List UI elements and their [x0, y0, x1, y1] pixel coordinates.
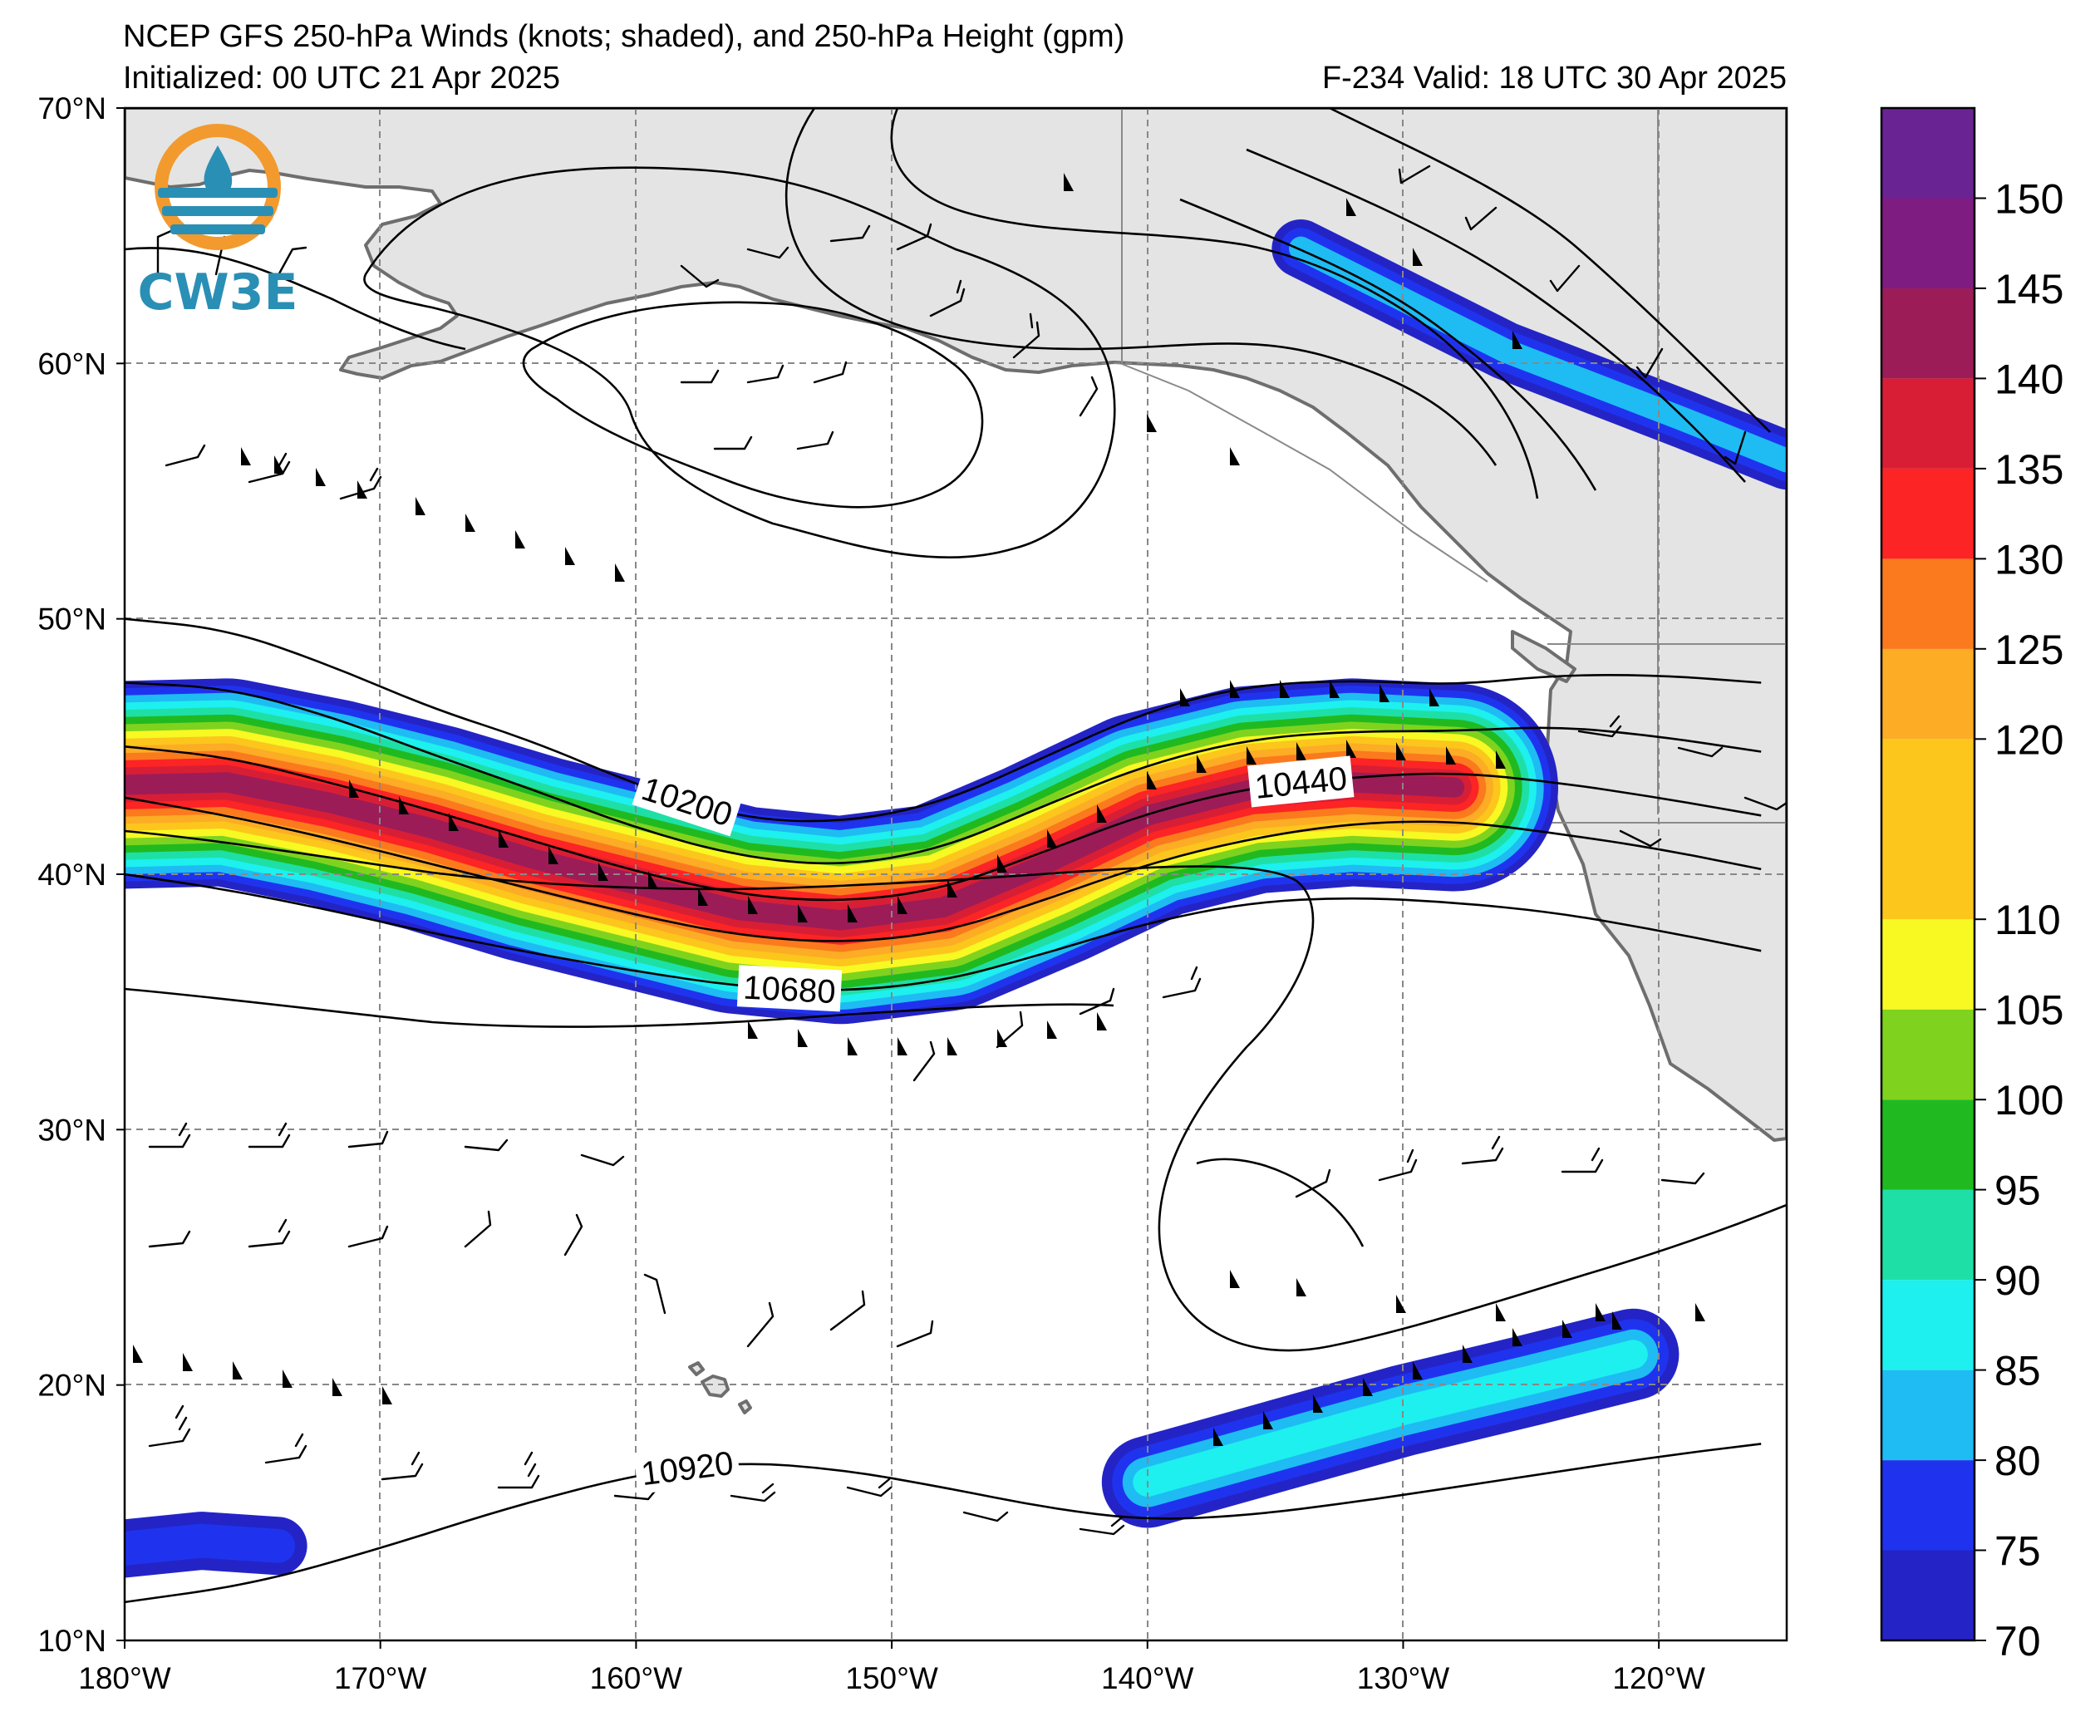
height-contour	[125, 873, 1762, 991]
colorbar-tick-label: 70	[1994, 1618, 2041, 1665]
colorbar-bin	[1881, 108, 1975, 199]
colorbar-bin	[1881, 1009, 1975, 1100]
colorbar-tick-label: 110	[1994, 897, 2061, 943]
wind-barbs	[148, 165, 1787, 1536]
colorbar-tick-label: 80	[1994, 1438, 2041, 1484]
closed-low-contour-inner	[522, 301, 984, 509]
colorbar-tick-label: 145	[1994, 266, 2063, 312]
lon-tick-label: 140°W	[1101, 1661, 1194, 1695]
colorbar-bin	[1881, 468, 1975, 559]
colorbar-tick-label: 130	[1994, 536, 2063, 583]
contour-label: 10920	[633, 1440, 741, 1494]
colorbar-tick-label: 90	[1994, 1257, 2041, 1304]
wind-speed-shading	[125, 219, 1787, 1578]
colorbar-bin	[1881, 739, 1975, 920]
contour-label: 10440	[1247, 755, 1355, 808]
subtropical-contour-b	[125, 987, 1114, 1028]
height-contour	[125, 617, 1762, 823]
colorbar-bin	[1881, 1099, 1975, 1190]
closed-low-contour-outer	[363, 166, 1116, 559]
colorbar-bin	[1881, 1460, 1975, 1551]
longitude-tick-labels: 180°W 170°W 160°W 150°W 140°W 130°W 120°W	[78, 1640, 1705, 1695]
alaska-ridge-contour	[784, 108, 1498, 466]
lat-tick-label: 30°N	[37, 1113, 106, 1147]
jet-height-contours	[125, 617, 1762, 1604]
contour-label-text: 10440	[1253, 760, 1349, 806]
colorbar-bin	[1881, 1550, 1975, 1640]
colorbar-bin	[1881, 648, 1975, 740]
colorbar-frame	[1880, 106, 1976, 1642]
hawaii-islands	[688, 1361, 752, 1414]
colorbar-tick-label: 75	[1994, 1528, 2041, 1575]
height-contour	[125, 796, 1762, 942]
map-plot-area: CW3E	[125, 108, 1787, 1640]
lat-tick-label: 10°N	[37, 1624, 106, 1658]
colorbar-tick-label: 95	[1994, 1168, 2041, 1214]
lon-tick-label: 180°W	[78, 1661, 171, 1695]
lat-tick-label: 50°N	[37, 602, 106, 637]
colorbar-tick-label: 140	[1994, 356, 2063, 402]
cw3e-logo: CW3E	[138, 124, 298, 322]
contour-label-box	[632, 765, 743, 837]
colorbar-tick-label: 125	[1994, 627, 2063, 673]
lon-tick-label: 150°W	[845, 1661, 938, 1695]
lat-lon-grid	[125, 108, 1787, 1640]
colorbar-tick-label: 150	[1994, 176, 2063, 223]
lon-tick-label: 130°W	[1357, 1661, 1450, 1695]
contour-label: 10680	[736, 965, 843, 1012]
land-masses	[125, 108, 1787, 1414]
contour-label-box	[633, 1440, 741, 1494]
colorbar-bin	[1881, 1280, 1975, 1370]
colorbar-bin	[1881, 919, 1975, 1010]
colorbar-tick-label: 105	[1994, 987, 2063, 1034]
bering-contour	[125, 247, 466, 351]
colorbar-bin	[1881, 198, 1975, 288]
canada-contour-3	[1179, 198, 1597, 491]
jet-speed-band	[125, 772, 1465, 931]
lat-tick-label: 60°N	[37, 347, 106, 381]
canada-contour-2	[1246, 148, 1746, 483]
colorbar-tick-label: 135	[1994, 446, 2063, 493]
map-title: NCEP GFS 250-hPa Winds (knots; shaded), …	[123, 19, 1124, 54]
colorbar-tick-label: 85	[1994, 1348, 2041, 1394]
vancouver-island	[1511, 630, 1576, 683]
logo-text: CW3E	[138, 263, 298, 322]
contour-label-box	[1247, 755, 1355, 808]
colorbar-tick-label: 100	[1994, 1077, 2063, 1124]
colorbar: 70 75 80 85 90 95 100 105 110 120 125 130 135 140 145 1…	[1880, 106, 2063, 1665]
colorbar-bin	[1881, 1189, 1975, 1281]
canada-contour-1	[1329, 108, 1771, 433]
lat-tick-label: 20°N	[37, 1369, 106, 1403]
latitude-tick-labels: 70°N 60°N 50°N 40°N 30°N 20°N 10°N	[37, 91, 125, 1658]
water-drop-icon	[204, 145, 233, 198]
height-contour	[125, 681, 1762, 865]
colorbar-bin	[1881, 378, 1975, 469]
colorbar-bin	[1881, 558, 1975, 649]
subtropical-contour-a	[125, 829, 1787, 1352]
alaska-ridge-contour-2	[890, 108, 1539, 499]
jet-speed-band	[1133, 1340, 1648, 1497]
lat-tick-label: 70°N	[37, 91, 106, 125]
lon-tick-label: 170°W	[334, 1661, 427, 1695]
height-contour	[125, 745, 1762, 902]
colorbar-bin	[1881, 1370, 1975, 1461]
lat-tick-label: 40°N	[37, 858, 106, 892]
height-contour	[125, 1443, 1762, 1604]
subtropical-contour-c	[1196, 1158, 1365, 1247]
colorbar-tick-label: 120	[1994, 716, 2063, 763]
pennant-barbs	[133, 173, 1705, 1446]
cw3e-logo-ring-icon	[155, 124, 281, 250]
colorbar-bin	[1881, 288, 1975, 379]
contour-label-box	[736, 965, 843, 1012]
valid-time: F-234 Valid: 18 UTC 30 Apr 2025	[1322, 61, 1787, 96]
height-contours	[125, 108, 1787, 1352]
contour-label-text: 10680	[742, 970, 836, 1011]
init-time: Initialized: 00 UTC 21 Apr 2025	[123, 61, 560, 96]
lon-tick-label: 160°W	[590, 1661, 683, 1695]
lon-tick-label: 120°W	[1612, 1661, 1705, 1695]
jet-speed-band	[125, 1523, 295, 1566]
